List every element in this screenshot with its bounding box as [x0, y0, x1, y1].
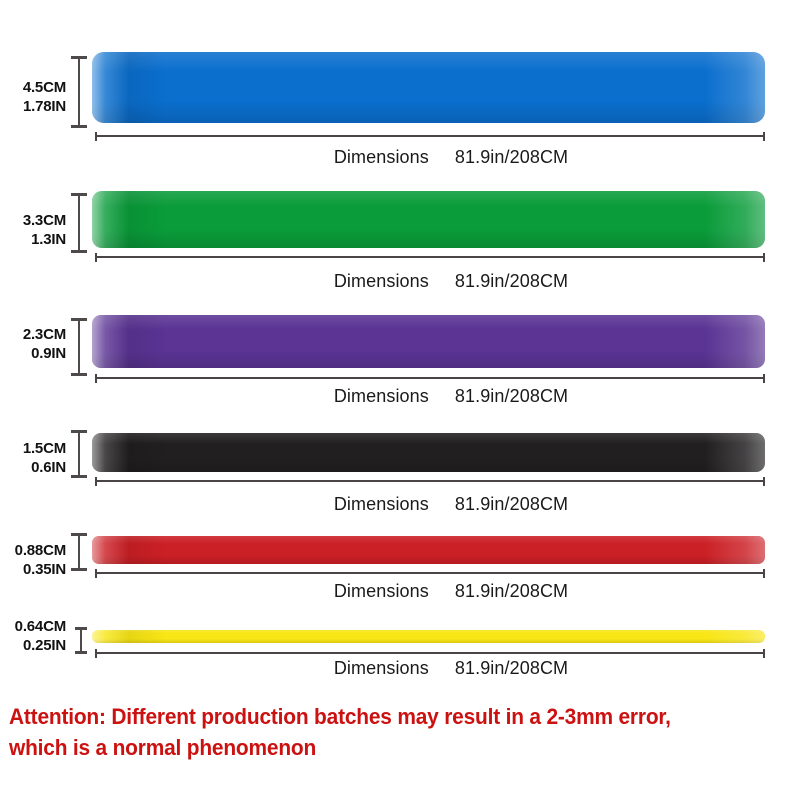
dimension-line-left-tick: [95, 477, 97, 486]
dimension-line-left-tick: [95, 649, 97, 658]
band-size-cm: 0.88CM: [14, 542, 67, 559]
band-size-in: 0.35IN: [23, 561, 66, 578]
dimension-line-left-tick: [95, 374, 97, 383]
dimension-line-right-tick: [763, 132, 765, 141]
dimensions-caption: Dimensions 81.9in/208CM: [115, 386, 787, 407]
band-size-label: 1.5CM 0.6IN: [0, 439, 66, 477]
band-size-in: 1.3IN: [31, 231, 66, 248]
length-dimension-line: [95, 253, 765, 262]
band-size-in: 0.9IN: [31, 345, 66, 362]
band-size-in: 0.6IN: [31, 459, 66, 476]
band-size-in: 1.78IN: [23, 98, 66, 115]
dimension-line-right-tick: [763, 374, 765, 383]
band-size-label: 3.3CM 1.3IN: [0, 211, 66, 249]
dimension-line-right-tick: [763, 649, 765, 658]
length-dimension-line: [95, 649, 765, 658]
length-dimension-line: [95, 132, 765, 141]
dimensions-caption-value: 81.9in/208CM: [454, 147, 569, 167]
band-graphic-purple: [92, 315, 765, 368]
dimension-line-right-tick: [763, 477, 765, 486]
dimensions-caption-value: 81.9in/208CM: [454, 581, 569, 601]
height-bracket-icon: [75, 627, 87, 654]
band-graphic-green: [92, 191, 765, 248]
band-graphic-black: [92, 433, 765, 472]
dimensions-caption-value: 81.9in/208CM: [454, 386, 569, 406]
dimensions-caption-label: Dimensions: [333, 494, 429, 514]
dimensions-caption-value: 81.9in/208CM: [454, 494, 569, 514]
height-bracket-icon: [71, 193, 87, 253]
dimensions-caption-label: Dimensions: [333, 386, 429, 406]
attention-line-1: Attention: Different production batches …: [9, 704, 671, 729]
dimensions-caption-label: Dimensions: [333, 271, 429, 291]
height-bracket-icon: [71, 56, 87, 128]
dimension-line-left-tick: [95, 253, 97, 262]
length-dimension-line: [95, 477, 765, 486]
height-bracket-icon: [71, 318, 87, 376]
dimensions-caption-label: Dimensions: [333, 581, 429, 601]
band-size-label: 0.88CM 0.35IN: [0, 541, 67, 579]
dimensions-caption-label: Dimensions: [333, 658, 429, 678]
band-size-cm: 3.3CM: [22, 212, 66, 229]
band-graphic-yellow: [92, 630, 765, 643]
band-graphic-blue: [92, 52, 765, 123]
band-size-cm: 4.5CM: [22, 79, 66, 96]
dimension-line-right-tick: [763, 253, 765, 262]
band-size-label: 0.64CM 0.25IN: [0, 617, 67, 655]
band-graphic-red: [92, 536, 765, 564]
length-dimension-line: [95, 374, 765, 383]
dimensions-caption: Dimensions 81.9in/208CM: [115, 494, 787, 515]
dimensions-caption: Dimensions 81.9in/208CM: [115, 147, 787, 168]
band-size-cm: 1.5CM: [22, 440, 66, 457]
dimensions-caption-value: 81.9in/208CM: [454, 658, 569, 678]
dimension-line-left-tick: [95, 132, 97, 141]
dimensions-caption: Dimensions 81.9in/208CM: [115, 581, 787, 602]
band-size-cm: 0.64CM: [14, 618, 67, 635]
dimension-line-left-tick: [95, 569, 97, 578]
dimensions-caption: Dimensions 81.9in/208CM: [115, 271, 787, 292]
height-bracket-icon: [71, 430, 87, 478]
length-dimension-line: [95, 569, 765, 578]
band-size-label: 4.5CM 1.78IN: [0, 78, 66, 116]
height-bracket-icon: [71, 533, 87, 571]
attention-line-2: which is a normal phenomenon: [9, 735, 317, 760]
dimensions-caption: Dimensions 81.9in/208CM: [115, 658, 787, 679]
band-size-cm: 2.3CM: [22, 326, 66, 343]
dimensions-caption-label: Dimensions: [333, 147, 429, 167]
attention-note: Attention: Different production batches …: [9, 701, 671, 763]
dimension-line-right-tick: [763, 569, 765, 578]
dimensions-caption-value: 81.9in/208CM: [454, 271, 569, 291]
band-size-label: 2.3CM 0.9IN: [0, 325, 66, 363]
band-size-in: 0.25IN: [23, 637, 66, 654]
